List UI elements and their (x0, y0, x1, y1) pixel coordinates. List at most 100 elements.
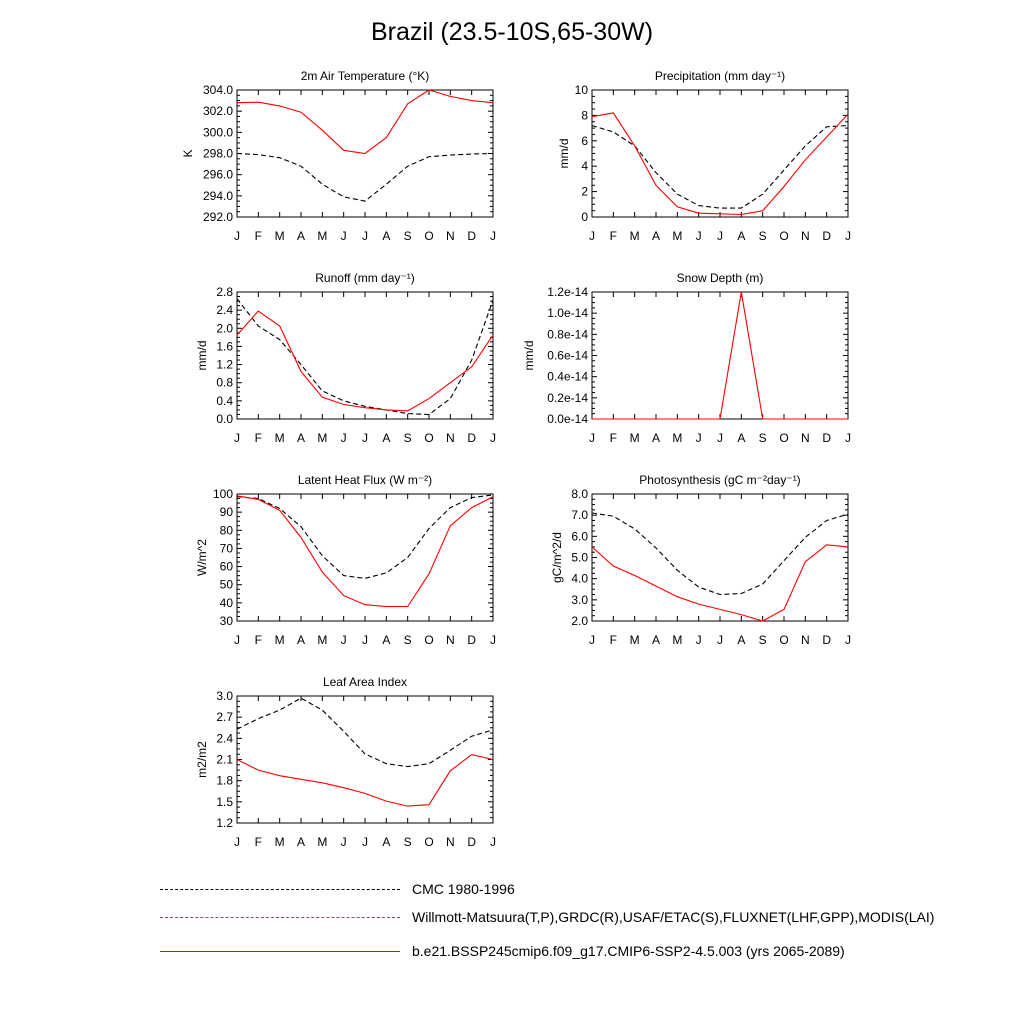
x-tick-label: J (362, 229, 368, 243)
y-tick-label: 2.0 (216, 321, 233, 335)
x-tick-label: M (630, 431, 640, 445)
x-tick-label: J (717, 633, 723, 647)
y-tick-label: 4.0 (571, 572, 588, 586)
y-tick-label: 2.0 (571, 614, 588, 628)
y-tick-label: 0.8e-14 (547, 327, 588, 341)
x-tick-label: O (779, 229, 788, 243)
x-tick-label: D (822, 431, 831, 445)
x-tick-label: J (234, 229, 240, 243)
plot-frame (591, 291, 849, 420)
x-tick-label: D (467, 633, 476, 647)
y-tick-label: 6.0 (571, 529, 588, 543)
x-tick-label: J (845, 431, 851, 445)
x-tick-label: J (589, 633, 595, 647)
y-tick-label: 40 (220, 596, 234, 610)
series-line-model (591, 544, 849, 622)
plot-frame (591, 89, 849, 218)
x-tick-label: J (234, 431, 240, 445)
y-tick-label: 298.0 (203, 147, 233, 161)
y-tick-label: 0.8 (216, 376, 233, 390)
x-tick-label: O (424, 431, 433, 445)
x-tick-label: M (672, 431, 682, 445)
x-tick-label: M (275, 633, 285, 647)
y-tick-label: 10 (575, 83, 589, 97)
series-line-model (591, 112, 849, 216)
x-tick-label: A (297, 835, 305, 849)
x-tick-label: D (822, 229, 831, 243)
chart-panel-4: Snow Depth (m)J F M A M J J A S O N D J0.0e-140.2e-1… (522, 271, 851, 445)
x-tick-label: N (801, 431, 810, 445)
x-tick-label: M (317, 431, 327, 445)
y-tick-label: 2.4 (216, 731, 233, 745)
y-tick-label: 7.0 (571, 508, 588, 522)
x-tick-label: J (589, 229, 595, 243)
y-tick-label: 0.2e-14 (547, 391, 588, 405)
x-tick-label: J (717, 431, 723, 445)
y-tick-label: 1.5 (216, 795, 233, 809)
x-tick-label: N (446, 633, 455, 647)
x-tick-label: M (630, 229, 640, 243)
x-tick-label: A (652, 633, 660, 647)
y-axis-label: m2/m2 (195, 741, 209, 778)
x-tick-label: S (404, 633, 412, 647)
x-tick-label: J (362, 431, 368, 445)
chart-title: Photosynthesis (gC m⁻²day⁻¹) (639, 473, 800, 487)
x-tick-label: N (446, 835, 455, 849)
y-tick-label: 0 (581, 210, 588, 224)
y-tick-label: 0.0e-14 (547, 412, 588, 426)
x-tick-label: N (446, 229, 455, 243)
x-tick-label: J (845, 229, 851, 243)
chart-title: Snow Depth (m) (677, 271, 764, 285)
x-tick-label: J (490, 633, 496, 647)
x-tick-label: J (696, 431, 702, 445)
x-tick-label: F (610, 633, 617, 647)
x-tick-label: J (234, 835, 240, 849)
x-tick-label: O (779, 431, 788, 445)
y-tick-label: 2.1 (216, 753, 233, 767)
series-line-model (236, 310, 494, 412)
x-tick-label: A (382, 431, 390, 445)
x-tick-label: J (589, 431, 595, 445)
plot-frame (236, 291, 494, 420)
y-tick-label: 1.0e-14 (547, 306, 588, 320)
x-tick-label: D (467, 835, 476, 849)
y-tick-label: 294.0 (203, 189, 233, 203)
y-tick-label: 1.6 (216, 339, 233, 353)
x-tick-label: J (362, 835, 368, 849)
y-tick-label: 0.4e-14 (547, 370, 588, 384)
y-tick-label: 1.2e-14 (547, 285, 588, 299)
y-tick-label: 1.2 (216, 358, 233, 372)
x-tick-label: J (341, 431, 347, 445)
y-tick-label: 3.0 (216, 689, 233, 703)
y-axis-label: K (181, 149, 195, 157)
chart-panel-2: Precipitation (mm day⁻¹)J F M A M J J A S O N D J024… (557, 69, 851, 243)
chart-panel-5: Latent Heat Flux (W m⁻²)J F M A M J J A S O N D J304… (195, 473, 496, 647)
x-tick-label: A (297, 431, 305, 445)
chart-title: Runoff (mm day⁻¹) (315, 271, 414, 285)
x-tick-label: A (382, 229, 390, 243)
x-tick-label: M (672, 229, 682, 243)
x-tick-label: J (341, 229, 347, 243)
y-tick-label: 304.0 (203, 83, 233, 97)
x-tick-label: J (341, 835, 347, 849)
page-title: Brazil (23.5-10S,65-30W) (370, 18, 654, 46)
x-tick-label: M (317, 835, 327, 849)
y-tick-label: 3.0 (571, 593, 588, 607)
x-tick-label: A (382, 835, 390, 849)
chart-panel-6: Photosynthesis (gC m⁻²day⁻¹)J F M A M J J A S O N D… (550, 473, 851, 647)
y-tick-label: 0.6e-14 (547, 349, 588, 363)
series-line-cmc (591, 125, 849, 209)
y-tick-label: 296.0 (203, 168, 233, 182)
y-tick-label: 70 (220, 541, 234, 555)
x-tick-label: D (467, 431, 476, 445)
y-axis-label: mm/d (195, 341, 209, 371)
x-tick-label: N (801, 633, 810, 647)
x-tick-label: A (382, 633, 390, 647)
x-tick-label: O (424, 229, 433, 243)
y-tick-label: 80 (220, 523, 234, 537)
y-tick-label: 0.0 (216, 412, 233, 426)
chart-panel-1: 2m Air Temperature (°K)J F M A M J J A S O N D J292.… (181, 69, 496, 243)
x-tick-label: S (404, 835, 412, 849)
plot-frame (236, 695, 494, 824)
